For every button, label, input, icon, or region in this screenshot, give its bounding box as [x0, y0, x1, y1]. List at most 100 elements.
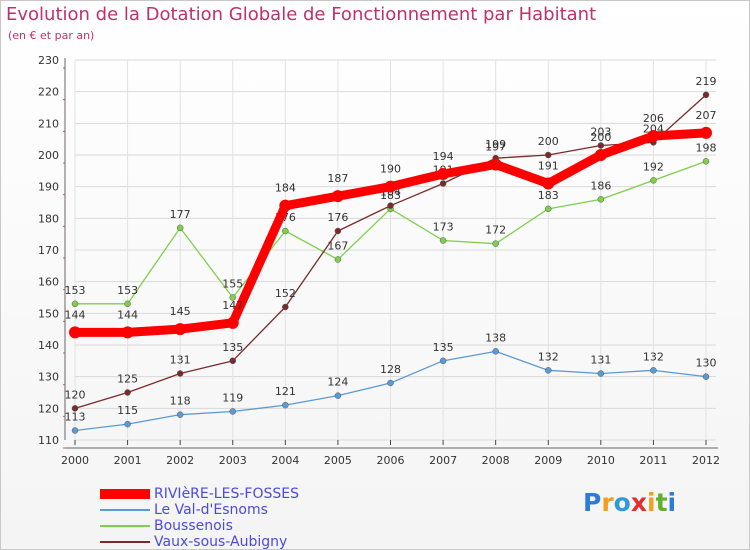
data-point: [176, 411, 184, 418]
y-tick-label: 220: [38, 86, 59, 99]
data-point: [545, 151, 552, 159]
data-point: [650, 367, 657, 374]
data-label: 135: [222, 341, 243, 354]
proxiti-logo: Proxiti: [583, 488, 676, 517]
data-point: [439, 237, 447, 244]
data-label: 138: [485, 331, 506, 344]
data-point: [174, 323, 187, 336]
data-label: 131: [590, 354, 611, 367]
legend-item: Boussenois: [100, 518, 299, 534]
data-label: 176: [327, 211, 348, 224]
x-tick-label: 2012: [692, 454, 720, 467]
data-label: 219: [696, 75, 717, 88]
data-point: [387, 379, 394, 387]
legend: RIVIèRE-LES-FOSSES Le Val-d'Esnoms Boussen…: [100, 486, 299, 550]
data-label: 135: [433, 341, 454, 354]
data-label: 183: [538, 189, 559, 202]
data-label: 153: [117, 284, 138, 297]
data-point: [437, 168, 450, 180]
data-label: 199: [485, 138, 506, 151]
y-tick-label: 160: [38, 276, 59, 289]
data-point: [121, 326, 134, 339]
data-label: 191: [538, 160, 559, 173]
data-label: 194: [433, 150, 454, 163]
data-point: [69, 326, 81, 339]
data-point: [176, 224, 184, 232]
data-point: [334, 392, 342, 399]
data-label: 187: [327, 172, 348, 185]
y-tick-label: 180: [38, 212, 59, 225]
data-point: [387, 202, 394, 209]
legend-label: Boussenois: [154, 518, 233, 534]
y-tick-label: 210: [38, 117, 59, 130]
data-point: [124, 420, 131, 428]
x-tick-label: 2004: [271, 454, 299, 467]
data-point: [71, 300, 79, 308]
data-point: [226, 316, 239, 329]
data-label: 207: [696, 109, 717, 122]
data-label: 128: [380, 363, 401, 376]
data-point: [334, 227, 342, 235]
data-point: [702, 158, 710, 165]
data-label: 113: [65, 411, 86, 424]
data-point: [545, 367, 552, 374]
data-point: [229, 357, 236, 365]
data-label: 190: [380, 163, 401, 176]
logo-letter: r: [601, 488, 614, 517]
data-point: [594, 149, 607, 161]
data-label: 200: [538, 135, 559, 148]
data-label: 167: [327, 240, 348, 253]
x-tick-label: 2001: [114, 454, 142, 467]
logo-letter: o: [613, 488, 631, 517]
logo-letter: i: [667, 488, 677, 517]
logo-letter: t: [655, 488, 668, 517]
data-label: 124: [327, 376, 348, 389]
data-label: 145: [170, 305, 191, 318]
y-tick-label: 130: [38, 371, 59, 384]
data-label: 132: [643, 350, 664, 363]
data-point: [492, 240, 499, 247]
data-label: 197: [485, 141, 506, 154]
x-tick-label: 2006: [377, 454, 405, 467]
data-point: [331, 190, 344, 203]
x-tick-label: 2008: [482, 454, 510, 467]
legend-swatch: [100, 525, 150, 527]
data-point: [282, 227, 289, 235]
data-label: 152: [275, 287, 296, 300]
data-point: [545, 205, 552, 213]
data-label: 155: [222, 278, 243, 291]
data-point: [439, 357, 447, 365]
data-label: 200: [590, 131, 611, 144]
logo-letter: x: [630, 488, 647, 517]
x-tick-label: 2005: [324, 454, 352, 467]
data-label: 184: [275, 182, 296, 195]
data-label: 186: [590, 179, 611, 192]
data-point: [124, 300, 131, 308]
y-tick-label: 190: [38, 181, 59, 194]
data-point: [229, 408, 236, 415]
y-tick-label: 110: [38, 434, 59, 447]
data-label: 144: [117, 308, 138, 321]
data-label: 131: [170, 354, 191, 367]
data-label: 153: [65, 284, 86, 297]
data-label: 121: [275, 385, 296, 398]
data-point: [176, 370, 184, 377]
data-label: 130: [696, 357, 717, 370]
logo-letter: P: [583, 488, 602, 517]
logo-letter: i: [647, 488, 656, 517]
legend-label: Le Val-d'Esnoms: [154, 502, 268, 518]
x-tick-label: 2003: [219, 454, 247, 467]
legend-swatch: [100, 489, 150, 499]
data-point: [71, 405, 79, 412]
x-tick-label: 2009: [534, 454, 562, 467]
data-point: [489, 158, 502, 171]
data-point: [282, 401, 289, 409]
x-tick-label: 2000: [61, 454, 89, 467]
y-tick-label: 140: [38, 339, 59, 352]
data-point: [334, 256, 342, 263]
legend-item: Vaux-sous-Aubigny: [100, 534, 299, 550]
y-tick-label: 120: [38, 402, 59, 415]
data-point: [647, 130, 660, 142]
data-point: [700, 126, 712, 139]
data-label: 198: [696, 141, 717, 154]
